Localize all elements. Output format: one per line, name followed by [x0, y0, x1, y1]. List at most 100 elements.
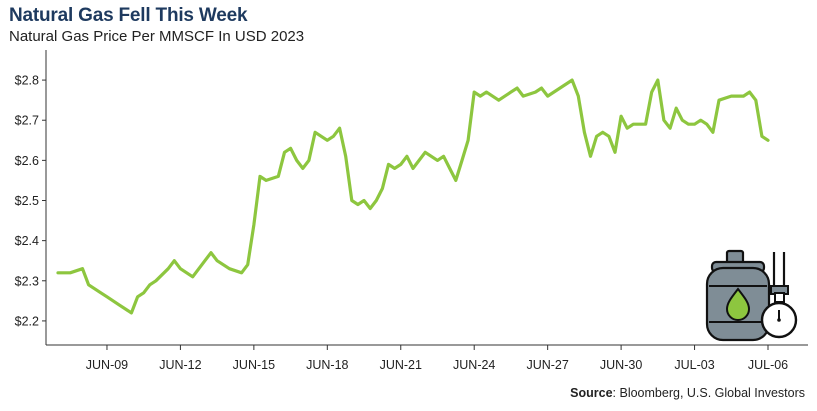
x-tick-label: JUN-09 — [86, 358, 128, 372]
data-point — [357, 203, 359, 206]
data-point — [400, 163, 402, 166]
data-point — [663, 119, 665, 121]
data-point — [448, 167, 451, 170]
data-point — [748, 91, 751, 93]
source-text: : Bloomberg, U.S. Global Investors — [612, 386, 805, 400]
data-point — [559, 87, 561, 89]
data-point — [424, 151, 427, 154]
data-point — [436, 159, 439, 162]
data-point — [295, 159, 298, 162]
y-tick-label: $2.6 — [15, 154, 39, 168]
x-tick-label: JUN-15 — [233, 358, 275, 372]
data-point — [106, 296, 108, 298]
data-point — [657, 79, 659, 81]
chart-axes: $2.2 $2.3 $2.4 $2.5 $2.6 $2.7 $2.8 JUN-09 JUN-12… — [15, 50, 808, 372]
x-tick-label: JUN-30 — [600, 358, 642, 372]
data-point — [100, 292, 102, 294]
data-point — [589, 155, 592, 158]
data-point — [577, 95, 580, 97]
data-point — [167, 267, 169, 270]
data-point — [534, 91, 537, 93]
data-point — [57, 272, 59, 274]
data-point — [283, 151, 286, 154]
y-tick-label: $2.7 — [15, 114, 39, 128]
y-tick-label: $2.2 — [15, 314, 39, 328]
data-point — [669, 127, 671, 129]
y-tick-label: $2.5 — [15, 194, 39, 208]
data-point — [149, 284, 151, 286]
x-tick-label: JUN-24 — [453, 358, 495, 372]
data-point — [767, 139, 769, 142]
data-point — [516, 87, 518, 89]
data-point — [467, 139, 469, 142]
data-point — [571, 79, 573, 81]
data-point — [338, 127, 341, 129]
data-point — [675, 107, 677, 109]
data-point — [375, 199, 378, 202]
data-point — [314, 131, 316, 134]
source-note: Source: Bloomberg, U.S. Global Investors — [570, 386, 805, 400]
chart-title: Natural Gas Fell This Week — [9, 5, 248, 26]
data-point — [546, 95, 549, 97]
data-point — [87, 284, 90, 286]
data-point — [289, 147, 292, 150]
chart-subtitle: Natural Gas Price Per MMSCF In USD 2023 — [9, 28, 305, 45]
data-point — [216, 259, 218, 262]
data-point — [412, 167, 414, 170]
data-point — [718, 99, 720, 101]
data-point — [228, 267, 231, 270]
data-point — [363, 199, 365, 202]
data-point — [351, 199, 353, 202]
data-point — [302, 167, 304, 170]
data-point — [644, 123, 647, 125]
data-point — [479, 95, 482, 97]
data-point — [259, 175, 261, 178]
x-tick-label: JUN-27 — [526, 358, 568, 372]
data-point — [632, 123, 635, 125]
x-tick-label: JUL-03 — [674, 358, 714, 372]
data-point — [510, 91, 512, 93]
data-point — [730, 95, 733, 97]
data-point — [620, 115, 622, 117]
x-tick-label: JUN-12 — [159, 358, 201, 372]
gas-cylinder-icon — [705, 249, 771, 342]
series-line — [56, 78, 770, 315]
gauge-icon — [760, 252, 798, 339]
data-point — [387, 163, 390, 166]
data-point — [712, 131, 714, 134]
data-point — [650, 91, 653, 93]
data-point — [265, 179, 267, 182]
data-point — [344, 155, 347, 158]
chart-plot-area — [56, 78, 770, 315]
data-point — [406, 155, 408, 158]
data-point — [332, 135, 335, 138]
data-point — [540, 87, 543, 89]
data-point — [191, 276, 194, 278]
data-point — [608, 135, 610, 138]
source-label: Source — [570, 386, 613, 400]
data-point — [253, 223, 255, 226]
data-point — [601, 131, 604, 134]
data-point — [706, 123, 708, 125]
data-point — [369, 207, 372, 210]
data-point — [210, 251, 212, 254]
data-point — [681, 119, 684, 121]
data-point — [130, 312, 133, 314]
y-tick-label: $2.3 — [15, 274, 39, 288]
data-point — [118, 304, 120, 306]
data-point — [308, 159, 310, 162]
data-point — [179, 267, 182, 270]
y-tick-label: $2.4 — [15, 234, 39, 248]
data-point — [595, 135, 598, 138]
data-point — [455, 179, 457, 182]
data-point — [240, 272, 243, 274]
x-tick-label: JUN-21 — [380, 358, 422, 372]
data-point — [393, 167, 396, 170]
drop-icon — [725, 287, 751, 321]
data-point — [461, 159, 463, 162]
data-point — [755, 99, 757, 101]
data-point — [614, 151, 616, 154]
data-point — [136, 296, 139, 298]
data-point — [742, 95, 745, 97]
x-tick-label: JUL-06 — [748, 358, 788, 372]
